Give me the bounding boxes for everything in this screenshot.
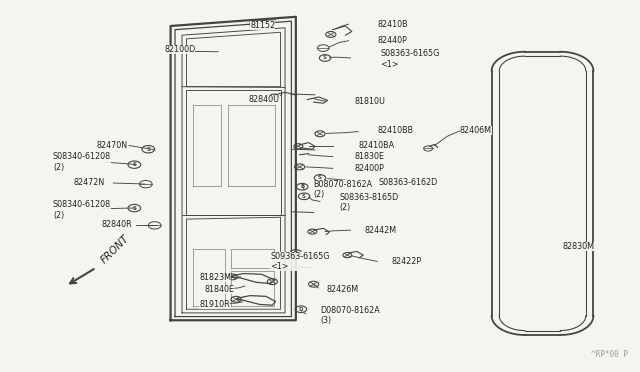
Text: B08070-8162A
(2): B08070-8162A (2) — [314, 180, 372, 199]
Text: 82410B: 82410B — [377, 20, 408, 29]
Text: 81152: 81152 — [250, 22, 275, 31]
Text: S: S — [132, 206, 136, 211]
Text: D: D — [299, 307, 303, 312]
Text: S: S — [318, 176, 322, 180]
Text: S08340-61208
(2): S08340-61208 (2) — [53, 153, 111, 172]
Text: 82472N: 82472N — [74, 178, 104, 187]
Text: 81910R: 81910R — [199, 300, 230, 309]
Text: S: S — [294, 250, 298, 256]
Text: 81830E: 81830E — [355, 152, 385, 161]
Text: 82410BA: 82410BA — [358, 141, 394, 150]
Text: 82100D: 82100D — [164, 45, 195, 54]
Text: FRONT: FRONT — [99, 234, 131, 266]
Text: 82400P: 82400P — [355, 164, 385, 173]
Text: S: S — [132, 162, 136, 167]
Text: S08340-61208
(2): S08340-61208 (2) — [53, 200, 111, 219]
Text: D08070-8162A
(3): D08070-8162A (3) — [320, 306, 380, 325]
Text: S08363-6165G
<1>: S08363-6165G <1> — [380, 49, 440, 69]
Text: 82840R: 82840R — [101, 220, 132, 229]
Text: S: S — [147, 147, 150, 152]
Text: ^RP*00 P: ^RP*00 P — [591, 350, 628, 359]
Text: S08363-6162D: S08363-6162D — [378, 178, 438, 187]
Text: 82830M: 82830M — [563, 242, 595, 251]
Text: 82442M: 82442M — [365, 226, 397, 235]
Text: 81823M: 81823M — [199, 273, 231, 282]
Text: S08363-8165D
(2): S08363-8165D (2) — [339, 193, 398, 212]
Text: S: S — [302, 194, 306, 199]
Text: 82440P: 82440P — [377, 36, 407, 45]
Text: 82410BB: 82410BB — [377, 126, 413, 135]
Text: 82840U: 82840U — [249, 95, 280, 104]
Text: 82470N: 82470N — [96, 141, 127, 150]
Text: 82426M: 82426M — [326, 285, 358, 294]
Text: 81810U: 81810U — [355, 97, 386, 106]
Text: 82422P: 82422P — [391, 257, 421, 266]
Text: S: S — [323, 55, 327, 61]
Text: S09363-6165G
<1>: S09363-6165G <1> — [271, 252, 330, 271]
Text: 81840E: 81840E — [204, 285, 234, 294]
Text: B: B — [300, 184, 305, 189]
Text: 82406M: 82406M — [460, 126, 492, 135]
